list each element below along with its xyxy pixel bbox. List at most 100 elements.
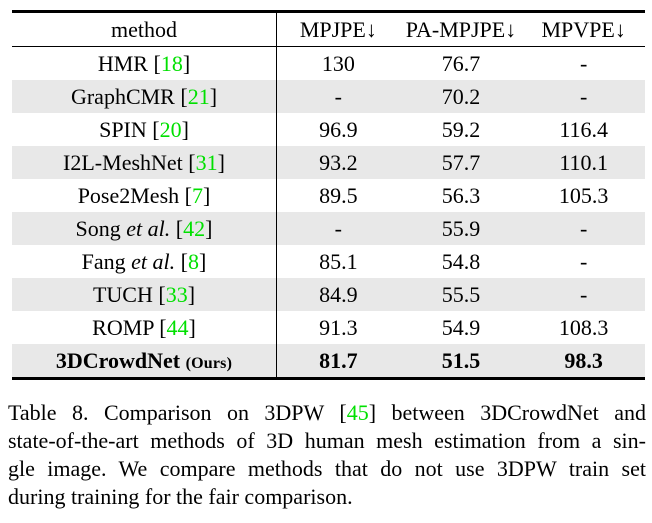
- table-row: HMR [18] 130 76.7 -: [12, 47, 645, 80]
- bracket-open: [: [184, 183, 192, 208]
- method-name: Fang: [81, 249, 126, 274]
- bracket-open: [: [188, 150, 196, 175]
- mpvpe-value: -: [580, 282, 588, 307]
- bracket-close: ]: [205, 216, 213, 241]
- citation-number: 42: [183, 216, 206, 241]
- mpvpe-value: 116.4: [559, 117, 609, 142]
- mpvpe-value: 110.1: [559, 150, 609, 175]
- table-row: Song et al. [42] - 55.9 -: [12, 212, 645, 245]
- mpvpe-value: -: [580, 249, 588, 274]
- citation-link[interactable]: [33]: [158, 282, 195, 307]
- bracket-open: [: [158, 282, 166, 307]
- mpvpe-value: 108.3: [558, 315, 609, 340]
- method-cell: HMR [18]: [12, 47, 277, 80]
- citation-link[interactable]: 45: [346, 400, 369, 425]
- method-cell: Fang et al. [8]: [12, 245, 277, 278]
- mpvpe-value: -: [580, 84, 588, 109]
- citation-number: 31: [195, 150, 218, 175]
- mpjpe-value: -: [334, 216, 342, 241]
- method-cell: GraphCMR [21]: [12, 80, 277, 113]
- citation-number: 44: [166, 315, 189, 340]
- citation-link[interactable]: [42]: [176, 216, 213, 241]
- method-name: GraphCMR: [70, 84, 175, 109]
- caption-text: ] between 3DCrowdNet and: [368, 400, 646, 425]
- pa-mpjpe-value: 55.9: [441, 216, 481, 241]
- table-header-row: method MPJPE↓ PA-MPJPE↓ MPVPE↓: [12, 13, 645, 47]
- table-row: GraphCMR [21] - 70.2 -: [12, 80, 645, 113]
- bracket-close: ]: [182, 51, 191, 76]
- ours-label: (Ours): [185, 355, 233, 372]
- col-header-method: method: [12, 13, 277, 46]
- pa-mpjpe-value: 56.3: [441, 183, 481, 208]
- citation-link[interactable]: [20]: [152, 117, 189, 142]
- caption-line-2: state-of-the-art methods of 3D human mes…: [8, 428, 646, 453]
- bracket-close: ]: [187, 282, 196, 307]
- bracket-close: ]: [188, 315, 196, 340]
- col-header-pa-mpjpe: PA-MPJPE↓: [405, 17, 517, 42]
- mpvpe-value: 105.3: [558, 183, 609, 208]
- caption-line-4: during training for the fair comparison.: [8, 484, 353, 509]
- method-etal: et al.: [125, 249, 176, 274]
- mpjpe-value: 84.9: [319, 282, 358, 307]
- table-row: Pose2Mesh [7] 89.5 56.3 105.3: [12, 179, 645, 212]
- bracket-close: ]: [202, 183, 211, 208]
- method-cell: I2L-MeshNet [31]: [12, 146, 277, 179]
- citation-number: 7: [191, 183, 203, 208]
- pa-mpjpe-value: 54.8: [441, 249, 481, 274]
- citation-number: 8: [188, 249, 199, 274]
- pa-mpjpe-value: 55.5: [441, 282, 481, 307]
- mpjpe-value: 91.3: [319, 315, 358, 340]
- citation-link[interactable]: [44]: [159, 315, 196, 340]
- caption-text: Table 8. Comparison on 3DPW [: [8, 400, 347, 425]
- citation-number: 20: [159, 117, 182, 142]
- mpjpe-value: 89.5: [319, 183, 358, 208]
- bracket-close: ]: [217, 150, 225, 175]
- method-etal: et al.: [120, 216, 171, 241]
- method-cell: TUCH [33]: [12, 278, 277, 311]
- col-header-mpvpe: MPVPE↓: [541, 17, 626, 42]
- pa-mpjpe-value: 76.7: [441, 51, 481, 76]
- mpjpe-value: 85.1: [319, 249, 358, 274]
- method-name: Pose2Mesh: [77, 183, 180, 208]
- bracket-close: ]: [209, 84, 218, 109]
- method-cell: ROMP [44]: [12, 311, 277, 344]
- table-row: Fang et al. [8] 85.1 54.8 -: [12, 245, 645, 278]
- table-row: ROMP [44] 91.3 54.9 108.3: [12, 311, 645, 344]
- comparison-table: method MPJPE↓ PA-MPJPE↓ MPVPE↓ HMR [18] …: [12, 10, 645, 380]
- bracket-open: [: [153, 51, 161, 76]
- bracket-open: [: [152, 117, 160, 142]
- bracket-open: [: [175, 216, 184, 241]
- table-row: SPIN [20] 96.9 59.2 116.4: [12, 113, 645, 146]
- citation-link[interactable]: [7]: [185, 183, 211, 208]
- method-name: I2L-MeshNet: [63, 150, 183, 175]
- method-name: Song: [75, 216, 121, 241]
- method-cell: SPIN [20]: [12, 113, 277, 146]
- table-caption: Table 8. Comparison on 3DPW [45] between…: [8, 399, 646, 511]
- method-cell: Pose2Mesh [7]: [12, 179, 277, 212]
- citation-number: 18: [160, 51, 183, 76]
- table-row-ours: 3DCrowdNet (Ours) 81.7 51.5 98.3: [12, 344, 645, 377]
- pa-mpjpe-value: 51.5: [441, 348, 481, 373]
- citation-number: 33: [165, 282, 188, 307]
- mpjpe-value: 81.7: [319, 348, 358, 373]
- bracket-open: [: [180, 84, 188, 109]
- citation-link[interactable]: [8]: [181, 249, 207, 274]
- citation-link[interactable]: [31]: [188, 150, 225, 175]
- bracket-close: ]: [199, 249, 207, 274]
- method-cell: 3DCrowdNet (Ours): [12, 344, 277, 377]
- mpjpe-value: 93.2: [319, 150, 358, 175]
- citation-link[interactable]: [21]: [180, 84, 217, 109]
- bracket-open: [: [180, 249, 188, 274]
- mpjpe-value: 96.9: [319, 117, 358, 142]
- pa-mpjpe-value: 59.2: [441, 117, 481, 142]
- mpjpe-value: -: [334, 84, 342, 109]
- pa-mpjpe-value: 57.7: [441, 150, 481, 175]
- col-header-mpjpe: MPJPE↓: [299, 17, 377, 42]
- method-name: ROMP: [92, 315, 154, 340]
- caption-line-1: Table 8. Comparison on 3DPW [45] between…: [8, 399, 646, 427]
- citation-link[interactable]: [18]: [153, 51, 190, 76]
- table-row: I2L-MeshNet [31] 93.2 57.7 110.1: [12, 146, 645, 179]
- method-name: HMR: [97, 51, 148, 76]
- method-name: SPIN: [99, 117, 147, 142]
